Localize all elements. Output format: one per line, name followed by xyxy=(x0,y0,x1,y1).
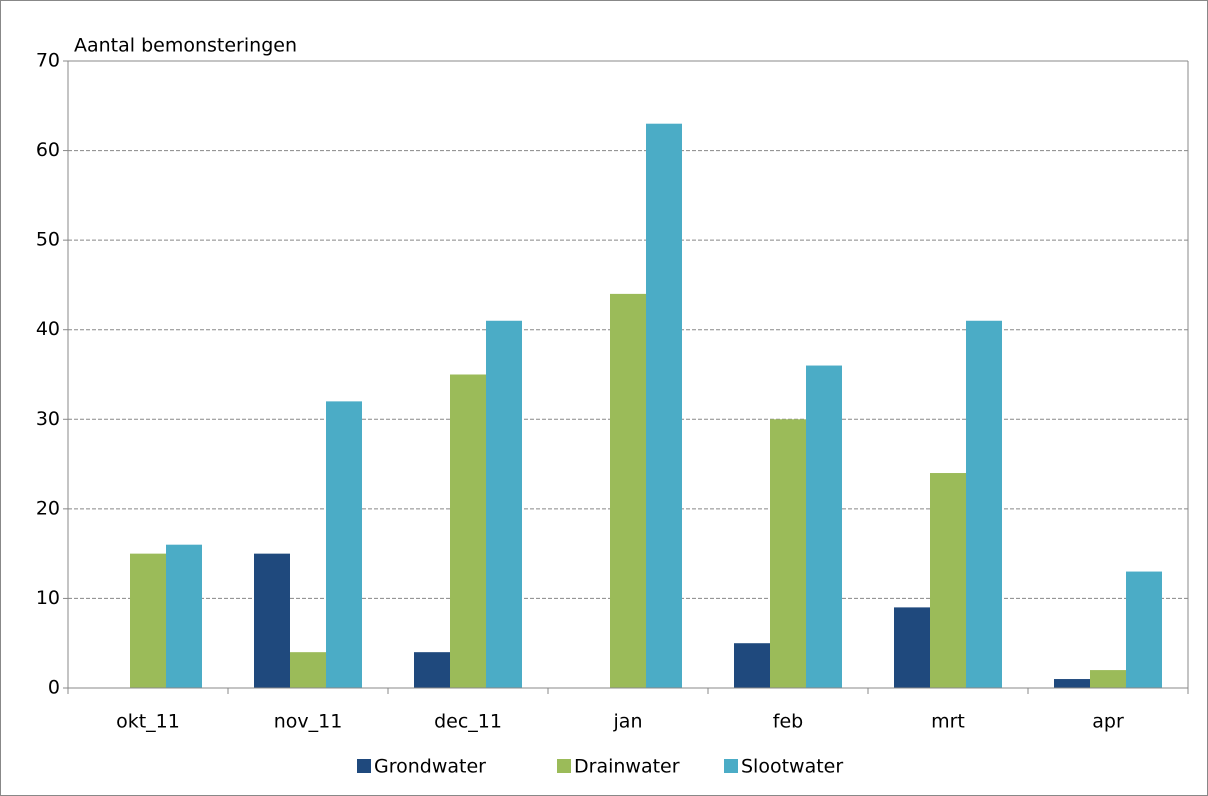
y-tick-label: 60 xyxy=(36,139,60,161)
bar xyxy=(254,553,290,688)
legend-swatch xyxy=(357,759,371,773)
y-tick-label: 0 xyxy=(48,677,60,699)
legend-label: Drainwater xyxy=(574,756,680,778)
bar xyxy=(290,652,326,688)
x-tick-label: feb xyxy=(773,711,803,733)
bar xyxy=(326,401,362,688)
bar xyxy=(1126,571,1162,688)
y-tick-label: 10 xyxy=(36,587,60,609)
legend-swatch xyxy=(724,759,738,773)
x-tick-label: jan xyxy=(613,711,643,733)
bar xyxy=(1090,670,1126,688)
y-tick-label: 20 xyxy=(36,497,60,519)
x-tick-label: apr xyxy=(1092,711,1124,733)
bar xyxy=(806,365,842,688)
x-tick-label: nov_11 xyxy=(274,711,343,733)
bar xyxy=(450,374,486,688)
legend-label: Grondwater xyxy=(374,756,486,778)
x-tick-label: mrt xyxy=(931,711,965,733)
bar xyxy=(966,320,1002,688)
y-tick-label: 50 xyxy=(36,229,60,251)
bar xyxy=(734,643,770,688)
bar xyxy=(610,293,646,688)
legend-swatch xyxy=(557,759,571,773)
bar xyxy=(486,320,522,688)
bar xyxy=(930,473,966,688)
bar xyxy=(646,123,682,688)
y-tick-label: 70 xyxy=(36,50,60,72)
bar xyxy=(130,553,166,688)
x-tick-label: dec_11 xyxy=(434,711,502,733)
bar xyxy=(166,544,202,688)
x-tick-label: okt_11 xyxy=(116,711,180,733)
bar xyxy=(414,652,450,688)
bar xyxy=(770,419,806,688)
bar xyxy=(894,607,930,688)
y-tick-label: 30 xyxy=(36,408,60,430)
bar xyxy=(1054,679,1090,688)
y-tick-label: 40 xyxy=(36,318,60,340)
chart-title: Aantal bemonsteringen xyxy=(74,35,297,57)
legend-label: Slootwater xyxy=(741,756,843,778)
